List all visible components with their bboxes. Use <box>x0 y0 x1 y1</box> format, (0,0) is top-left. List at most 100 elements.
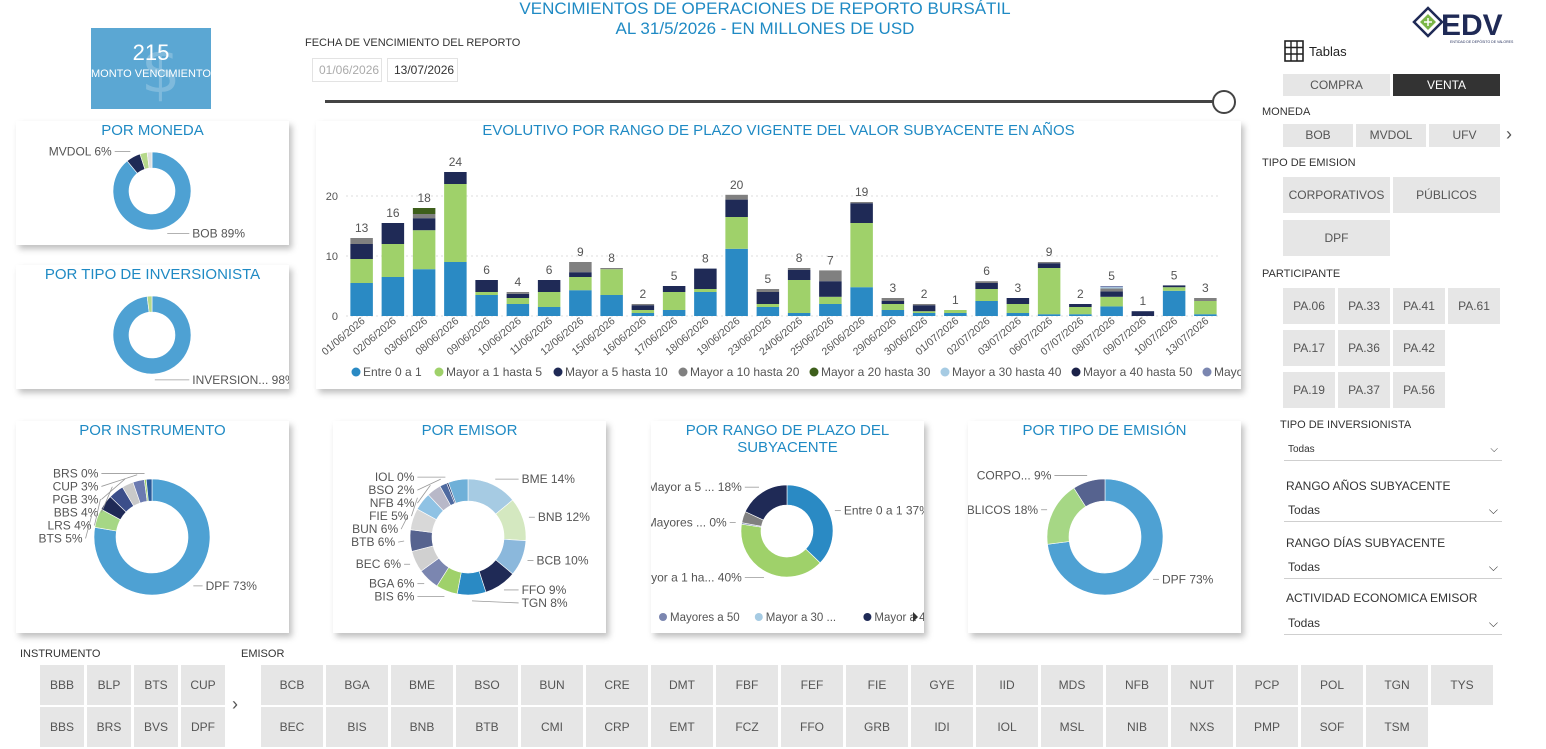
bar-segment[interactable] <box>569 277 592 291</box>
bar-segment[interactable] <box>412 269 436 316</box>
bar-segment[interactable] <box>631 310 655 313</box>
bar-segment[interactable] <box>506 292 530 294</box>
end-date-input[interactable]: 13/07/2026 <box>387 58 458 82</box>
emision-button-corporativos[interactable]: CORPORATIVOS <box>1282 176 1391 214</box>
bar-segment[interactable] <box>569 290 592 316</box>
emision-button-publicos[interactable]: PÚBLICOS <box>1392 176 1501 214</box>
bar-segment[interactable] <box>444 262 467 316</box>
moneda-button-mvdol[interactable]: MVDOL <box>1355 123 1427 148</box>
emisor-button-bec[interactable]: BEC <box>260 706 324 748</box>
bar-segment[interactable] <box>1006 313 1030 316</box>
bar-segment[interactable] <box>819 304 842 316</box>
bar-segment[interactable] <box>537 307 561 316</box>
bar-segment[interactable] <box>1006 298 1030 304</box>
emisor-button-nut[interactable]: NUT <box>1170 664 1234 706</box>
instrumento-button-bbb[interactable]: BBB <box>39 664 85 706</box>
bar-segment[interactable] <box>787 280 811 313</box>
bar-segment[interactable] <box>1194 301 1217 315</box>
bar-segment[interactable] <box>819 296 842 304</box>
bar-segment[interactable] <box>1162 290 1186 316</box>
emisor-button-cmi[interactable]: CMI <box>520 706 584 748</box>
compra-button[interactable]: COMPRA <box>1282 73 1391 97</box>
bar-segment[interactable] <box>1100 291 1123 297</box>
venta-button[interactable]: VENTA <box>1392 73 1501 97</box>
emisor-button-tsm[interactable]: TSM <box>1365 706 1429 748</box>
slice-bob[interactable] <box>112 151 192 231</box>
emisor-button-iid[interactable]: IID <box>975 664 1039 706</box>
bar-segment[interactable] <box>381 244 405 277</box>
bar-segment[interactable] <box>1100 287 1123 289</box>
bar-segment[interactable] <box>412 230 436 270</box>
bar-segment[interactable] <box>756 304 780 307</box>
bar-segment[interactable] <box>381 223 405 244</box>
participante-button-pa37[interactable]: PA.37 <box>1337 371 1391 409</box>
bar-segment[interactable] <box>912 304 936 306</box>
bar-segment[interactable] <box>787 269 811 280</box>
emisor-button-pcp[interactable]: PCP <box>1235 664 1299 706</box>
bar-segment[interactable] <box>1131 311 1155 316</box>
bar-segment[interactable] <box>850 202 873 204</box>
actividad-dropdown[interactable]: Todas ⌵ <box>1284 613 1502 635</box>
emisor-button-pol[interactable]: POL <box>1300 664 1364 706</box>
slice-inversion-[interactable] <box>112 295 192 375</box>
bar-segment[interactable] <box>1100 306 1123 316</box>
bar-segment[interactable] <box>1037 268 1061 315</box>
emisor-button-bga[interactable]: BGA <box>325 664 389 706</box>
bar-segment[interactable] <box>475 295 498 316</box>
bar-segment[interactable] <box>1100 288 1123 292</box>
bar-segment[interactable] <box>881 304 905 310</box>
bar-segment[interactable] <box>537 292 561 307</box>
participante-button-pa06[interactable]: PA.06 <box>1282 287 1336 325</box>
moneda-button-bob[interactable]: BOB <box>1282 123 1354 148</box>
bar-segment[interactable] <box>819 281 842 297</box>
participante-button-pa42[interactable]: PA.42 <box>1392 329 1446 367</box>
bar-segment[interactable] <box>412 214 436 219</box>
bar-segment[interactable] <box>787 313 811 316</box>
emisor-button-idi[interactable]: IDI <box>910 706 974 748</box>
emisor-button-msl[interactable]: MSL <box>1040 706 1104 748</box>
bar-segment[interactable] <box>600 269 623 295</box>
slice-usd[interactable] <box>146 151 153 169</box>
legend-next-icon[interactable] <box>913 612 918 622</box>
bar-segment[interactable] <box>444 172 467 184</box>
emisor-button-fie[interactable]: FIE <box>845 664 909 706</box>
bar-segment[interactable] <box>537 280 561 292</box>
bar-segment[interactable] <box>1069 304 1092 307</box>
emisor-button-bun[interactable]: BUN <box>520 664 584 706</box>
chevron-right-icon[interactable]: › <box>232 694 238 714</box>
emisor-button-nib[interactable]: NIB <box>1105 706 1169 748</box>
slice-mayor-a-5-[interactable] <box>744 484 788 521</box>
bar-segment[interactable] <box>1037 314 1061 316</box>
bar-segment[interactable] <box>975 289 998 301</box>
slice-mayor-a-1-ha-[interactable] <box>740 523 821 578</box>
instrumento-button-bbs[interactable]: BBS <box>39 706 85 748</box>
bar-segment[interactable] <box>881 310 905 316</box>
instrumento-button-cup[interactable]: CUP <box>180 664 226 706</box>
date-slider-track[interactable] <box>325 100 1225 103</box>
bar-segment[interactable] <box>569 262 592 273</box>
bar-segment[interactable] <box>350 244 373 259</box>
bar-segment[interactable] <box>412 208 436 214</box>
instrumento-button-bvs[interactable]: BVS <box>133 706 179 748</box>
bar-segment[interactable] <box>756 292 780 304</box>
bar-segment[interactable] <box>1037 263 1061 268</box>
slice-resto[interactable] <box>447 478 469 504</box>
bar-segment[interactable] <box>506 293 530 298</box>
emisor-button-ffo[interactable]: FFO <box>780 706 844 748</box>
bar-segment[interactable] <box>1006 304 1030 313</box>
tables-toggle[interactable]: Tablas <box>1284 40 1364 64</box>
participante-button-pa17[interactable]: PA.17 <box>1282 329 1336 367</box>
bar-segment[interactable] <box>1100 286 1123 288</box>
emisor-button-pmp[interactable]: PMP <box>1235 706 1299 748</box>
bar-segment[interactable] <box>694 292 717 316</box>
bar-segment[interactable] <box>881 298 905 301</box>
bar-segment[interactable] <box>506 298 530 304</box>
bar-segment[interactable] <box>1100 296 1123 307</box>
emisor-button-bso[interactable]: BSO <box>455 664 519 706</box>
emisor-button-fef[interactable]: FEF <box>780 664 844 706</box>
slice-entre-0-a-1[interactable] <box>786 484 834 564</box>
emisor-button-fcz[interactable]: FCZ <box>715 706 779 748</box>
bar-segment[interactable] <box>1069 314 1092 316</box>
bar-segment[interactable] <box>975 281 998 283</box>
bar-segment[interactable] <box>944 310 967 313</box>
